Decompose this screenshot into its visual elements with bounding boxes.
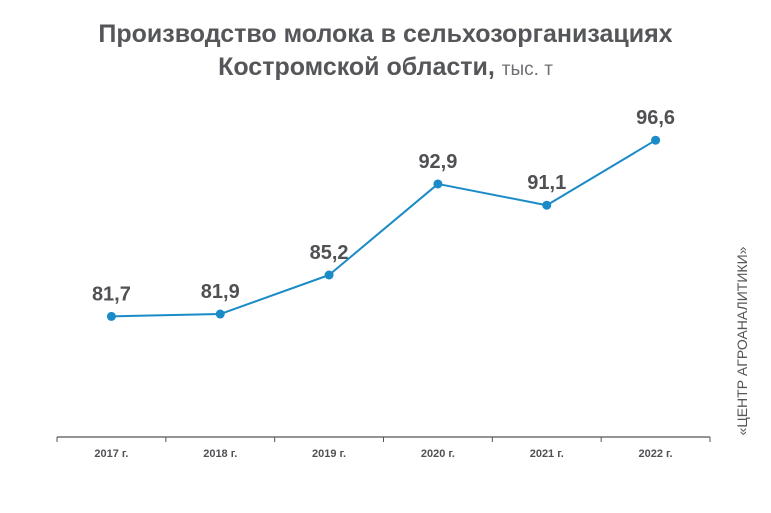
chart-title-line2: Костромской области, тыс. т bbox=[0, 51, 771, 86]
chart-title-unit: тыс. т bbox=[501, 59, 553, 80]
data-label: 92,9 bbox=[418, 151, 457, 173]
data-point bbox=[542, 200, 552, 210]
data-point bbox=[106, 311, 116, 321]
chart-title: Производство молока в сельхозорганизация… bbox=[0, 18, 771, 86]
data-label: 96,6 bbox=[636, 107, 675, 129]
x-tick-label: 2018 г. bbox=[203, 448, 237, 460]
x-axis: 2017 г. 2018 г. 2019 г. 2020 г. 2021 г. 2022 … bbox=[56, 436, 711, 460]
data-point bbox=[651, 135, 661, 145]
data-point bbox=[215, 309, 225, 319]
series-milk-production bbox=[106, 135, 661, 321]
chart-title-line1: Производство молока в сельхозорганизация… bbox=[98, 20, 673, 48]
x-tick-label: 2021 г. bbox=[530, 448, 564, 460]
data-labels: 81,7 81,9 85,2 92,9 91,1 96,6 bbox=[92, 107, 675, 305]
data-label: 91,1 bbox=[527, 172, 566, 194]
data-label: 81,9 bbox=[201, 281, 240, 303]
chart-title-main: Костромской области, bbox=[218, 53, 495, 81]
data-label: 81,7 bbox=[92, 283, 131, 305]
source-text: «ЦЕНТР АГРОАНАЛИТИКИ» bbox=[734, 246, 750, 436]
x-tick-label: 2019 г. bbox=[312, 448, 346, 460]
x-tick-label: 2020 г. bbox=[421, 448, 455, 460]
x-tick-label: 2017 г. bbox=[94, 448, 128, 460]
data-point bbox=[433, 179, 443, 189]
data-point bbox=[324, 270, 334, 280]
source-label: «ЦЕНТР АГРОАНАЛИТИКИ» bbox=[731, 236, 753, 446]
x-tick-label: 2022 г. bbox=[639, 448, 673, 460]
series-line bbox=[111, 139, 657, 318]
data-label: 85,2 bbox=[310, 242, 349, 264]
